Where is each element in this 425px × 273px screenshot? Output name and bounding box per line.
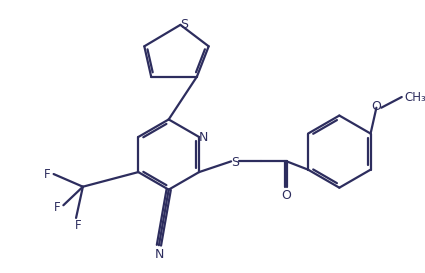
Text: N: N — [154, 248, 164, 262]
Text: N: N — [198, 132, 208, 144]
Text: S: S — [180, 18, 188, 31]
Text: F: F — [43, 168, 50, 180]
Text: F: F — [54, 201, 61, 214]
Text: O: O — [371, 100, 381, 113]
Text: F: F — [75, 219, 81, 232]
Text: CH₃: CH₃ — [405, 91, 425, 103]
Text: S: S — [231, 156, 239, 169]
Text: O: O — [282, 189, 292, 202]
